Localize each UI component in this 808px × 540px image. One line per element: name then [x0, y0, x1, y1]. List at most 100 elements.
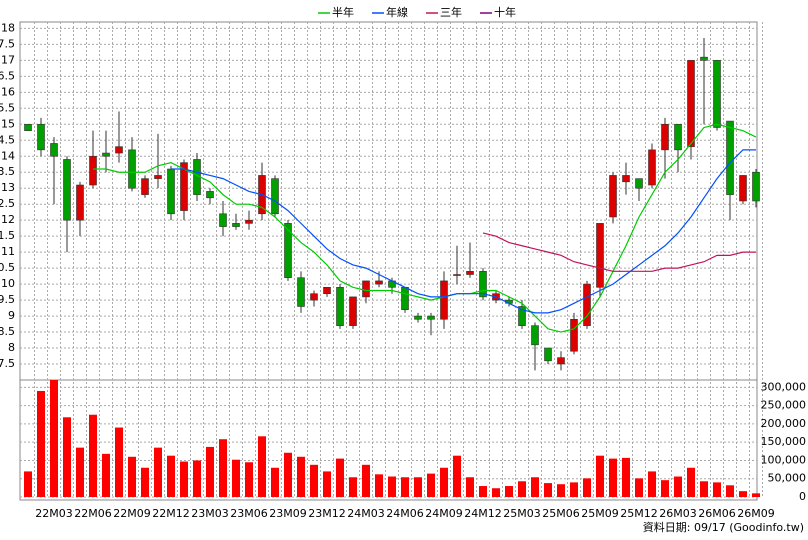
candle-body	[713, 60, 721, 128]
legend-label: 半年	[332, 5, 354, 19]
ma-line	[93, 123, 757, 333]
volume-bar	[544, 483, 552, 497]
candle-body	[89, 155, 97, 186]
volume-bar	[414, 477, 422, 497]
candle-body	[336, 287, 344, 326]
volume-bar	[453, 455, 461, 497]
volume-bar	[232, 459, 240, 497]
candle-body	[440, 280, 448, 320]
y-tick-label: 14	[1, 149, 15, 162]
volume-bar	[479, 486, 487, 497]
ma-line	[171, 149, 756, 314]
volume-bar	[37, 390, 45, 497]
candle-body	[271, 178, 279, 215]
candle-body	[466, 271, 474, 275]
candle-body	[700, 56, 708, 61]
x-tick-label: 23M06	[230, 507, 268, 520]
candle-body	[570, 318, 578, 352]
y-tick-label: 11.5	[0, 229, 15, 242]
x-tick-label: 23M03	[191, 507, 229, 520]
y-tick-label: 18	[1, 21, 15, 34]
ma-line	[482, 232, 756, 272]
y-tick-label: 7.5	[0, 357, 15, 370]
candle-body	[76, 184, 84, 221]
candle-body	[661, 123, 669, 151]
y-tick-label: 10	[1, 277, 15, 290]
candle-body	[557, 357, 565, 365]
candle-body	[63, 159, 71, 221]
volume-bar	[570, 482, 578, 497]
volume-bar	[284, 452, 292, 497]
volume-bar	[297, 456, 305, 497]
volume-bar	[375, 474, 383, 497]
volume-bar	[310, 464, 318, 497]
volume-bar	[596, 455, 604, 497]
candle-body	[583, 283, 591, 326]
volume-bar	[505, 486, 513, 497]
candle-body	[128, 149, 136, 189]
y-tick-label: 11	[1, 245, 15, 258]
y-tick-label: 14.5	[0, 133, 15, 146]
legend-label: 十年	[494, 5, 516, 19]
candle-body	[362, 280, 370, 298]
volume-bar	[362, 464, 370, 497]
x-tick-label: 25M12	[620, 507, 658, 520]
y2-tick-label: 150,000	[761, 435, 807, 448]
candle-body	[232, 223, 240, 227]
volume-bar	[752, 493, 760, 497]
x-tick-label: 22M09	[113, 507, 151, 520]
x-tick-label: 25M09	[581, 507, 619, 520]
y-tick-label: 15.5	[0, 101, 15, 114]
volume-bar	[128, 456, 136, 497]
price-panel	[19, 21, 758, 381]
x-tick-label: 24M03	[347, 507, 385, 520]
volume-bar	[219, 439, 227, 497]
y-tick-label: 12	[1, 213, 15, 226]
x-tick-label: 22M12	[152, 507, 190, 520]
y-tick-label: 8	[8, 341, 15, 354]
candle-body	[544, 347, 552, 362]
x-tick-label: 25M06	[542, 507, 580, 520]
candle-body	[323, 287, 331, 294]
candle-body	[180, 162, 188, 211]
y2-tick-label: 250,000	[761, 399, 807, 412]
candle-body	[310, 293, 318, 301]
candle-body	[24, 123, 32, 131]
candle-body	[596, 223, 604, 288]
volume-bar	[531, 477, 539, 497]
y-tick-label: 13.5	[0, 165, 15, 178]
volume-bar	[661, 480, 669, 497]
y-tick-label: 13	[1, 181, 15, 194]
y-tick-label: 17	[1, 53, 15, 66]
x-tick-label: 23M12	[308, 507, 346, 520]
volume-bar	[466, 477, 474, 497]
volume-bar	[700, 481, 708, 497]
volume-bar	[739, 491, 747, 497]
volume-bar	[63, 417, 71, 497]
volume-bar	[427, 473, 435, 497]
y-tick-label: 10.5	[0, 261, 15, 274]
volume-bar	[713, 482, 721, 497]
candle-body	[635, 178, 643, 189]
candle-body	[50, 143, 58, 157]
candle-body	[453, 274, 461, 276]
volume-bar	[180, 461, 188, 497]
candle-body	[648, 149, 656, 186]
volume-bar	[141, 467, 149, 497]
candle-body	[297, 277, 305, 307]
candle-body	[414, 315, 422, 320]
volume-bar	[193, 460, 201, 497]
volume-bar	[154, 447, 162, 497]
y-tick-label: 9.5	[0, 293, 15, 306]
candle-body	[479, 271, 487, 298]
volume-bar	[89, 414, 97, 497]
x-tick-label: 24M06	[386, 507, 424, 520]
y2-tick-label: 100,000	[761, 453, 807, 466]
candle-body	[674, 123, 682, 151]
x-tick-label: 25M03	[503, 507, 541, 520]
volume-bar	[492, 488, 500, 497]
y-tick-label: 9	[8, 309, 15, 322]
volume-bar	[245, 462, 253, 497]
volume-bar	[635, 478, 643, 497]
